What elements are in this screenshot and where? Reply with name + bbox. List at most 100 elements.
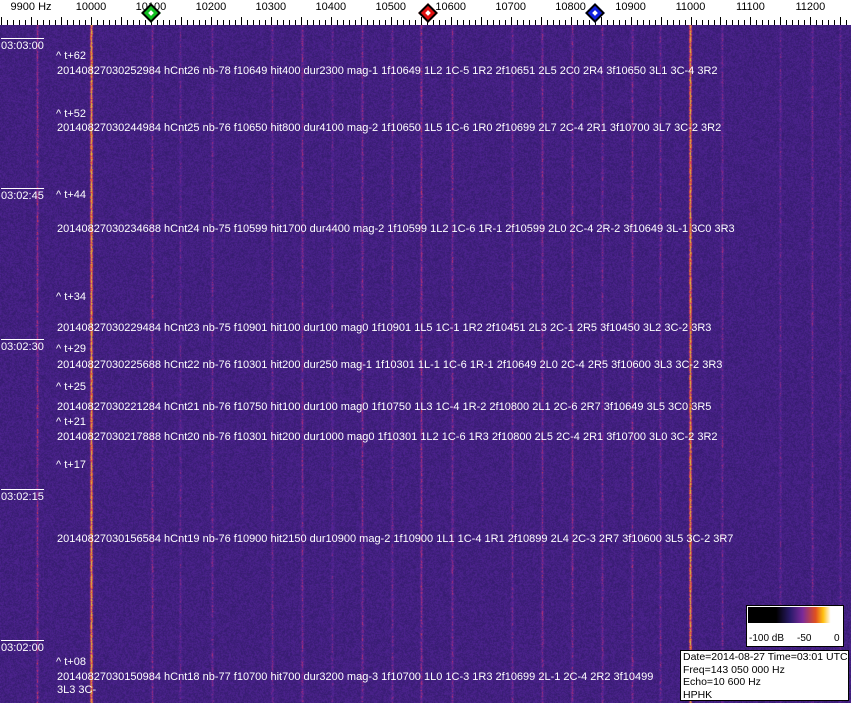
axis-tick [1, 17, 2, 25]
axis-tick [349, 20, 350, 25]
axis-tick [199, 20, 200, 25]
axis-tick [337, 20, 338, 25]
axis-tick [421, 17, 422, 25]
axis-tick [241, 17, 242, 25]
relative-time-label: ^ t+34 [56, 291, 86, 303]
axis-tick [583, 20, 584, 25]
axis-tick [493, 20, 494, 25]
axis-tick [229, 20, 230, 25]
axis-tick [235, 20, 236, 25]
hit-record: 20140827030252984 hCnt26 nb-78 f10649 hi… [57, 65, 718, 77]
axis-tick [559, 20, 560, 25]
axis-tick [822, 20, 823, 25]
axis-tick [313, 20, 314, 25]
axis-tick [804, 20, 805, 25]
axis-tick [157, 20, 158, 25]
axis-tick [846, 20, 847, 25]
time-label: 03:02:30 [1, 338, 44, 353]
axis-tick [31, 17, 32, 25]
colorbar-gradient [748, 607, 842, 623]
axis-tick [73, 20, 74, 25]
colorbar: -100 dB -50 0 [746, 605, 844, 647]
frequency-label: 10500 [375, 1, 407, 13]
axis-tick [355, 20, 356, 25]
axis-tick [415, 20, 416, 25]
axis-tick [828, 20, 829, 25]
axis-tick [499, 20, 500, 25]
relative-time-label: ^ t+29 [56, 343, 86, 355]
axis-tick [379, 20, 380, 25]
axis-tick [840, 17, 841, 25]
axis-tick [487, 20, 488, 25]
axis-tick [535, 20, 536, 25]
axis-tick [577, 20, 578, 25]
axis-tick [601, 17, 602, 25]
axis-tick [595, 20, 596, 25]
axis-tick [762, 20, 763, 25]
axis-tick [115, 20, 116, 25]
axis-tick [619, 20, 620, 25]
axis-tick [265, 20, 266, 25]
axis-tick [744, 20, 745, 25]
frequency-label: 10000 [75, 1, 107, 13]
axis-tick [720, 17, 721, 25]
axis-tick [361, 17, 362, 25]
axis-tick [756, 20, 757, 25]
axis-tick [750, 17, 751, 25]
axis-tick [91, 17, 92, 25]
axis-tick [637, 20, 638, 25]
axis-tick [691, 17, 692, 25]
hit-record: 20140827030217888 hCnt20 nb-76 f10301 hi… [57, 431, 718, 443]
info-date-time: Date=2014-08-27 Time=03:01 UTC [683, 651, 848, 663]
axis-tick [517, 20, 518, 25]
colorbar-mid-label: -50 [797, 633, 812, 644]
axis-tick [373, 20, 374, 25]
time-label: 03:02:00 [1, 639, 44, 654]
axis-tick [475, 20, 476, 25]
axis-tick [738, 20, 739, 25]
axis-tick [469, 20, 470, 25]
hit-record: 20140827030234688 hCnt24 nb-75 f10599 hi… [57, 223, 735, 235]
axis-tick [816, 20, 817, 25]
frequency-label: 9900 Hz [10, 1, 52, 13]
axis-tick [79, 20, 80, 25]
axis-tick [780, 17, 781, 25]
hit-record: 20140827030229484 hCnt23 nb-75 f10901 hi… [57, 322, 712, 334]
axis-tick [565, 20, 566, 25]
relative-time-label: ^ t+08 [56, 656, 86, 668]
axis-tick [139, 20, 140, 25]
hit-record: 20140827030221284 hCnt21 nb-76 f10750 hi… [57, 401, 712, 413]
axis-tick [259, 20, 260, 25]
axis-tick [217, 20, 218, 25]
axis-tick [625, 20, 626, 25]
axis-tick [295, 20, 296, 25]
relative-time-label: ^ t+44 [56, 189, 86, 201]
frequency-label: 11000 [675, 1, 706, 13]
axis-tick [127, 20, 128, 25]
frequency-label: 10600 [435, 1, 466, 13]
relative-time-label: ^ t+17 [56, 459, 86, 471]
frequency-label: 11100 [735, 1, 765, 13]
axis-tick [463, 20, 464, 25]
axis-tick [277, 20, 278, 25]
axis-tick [289, 20, 290, 25]
axis-tick [702, 20, 703, 25]
colorbar-max-label: 0 [834, 633, 840, 644]
axis-tick [19, 20, 20, 25]
axis-tick [367, 20, 368, 25]
axis-tick [613, 20, 614, 25]
axis-tick [7, 20, 8, 25]
axis-tick [385, 20, 386, 25]
axis-tick [708, 20, 709, 25]
frequency-label: 10200 [195, 1, 227, 13]
frequency-label: 11200 [795, 1, 826, 13]
axis-tick [649, 20, 650, 25]
axis-tick [169, 20, 170, 25]
axis-tick [121, 17, 122, 25]
hit-record: 20140827030150984 hCnt18 nb-77 f10700 hi… [57, 671, 654, 696]
axis-tick [631, 17, 632, 25]
axis-tick [25, 20, 26, 25]
axis-tick [109, 20, 110, 25]
axis-tick [187, 20, 188, 25]
axis-tick [523, 20, 524, 25]
